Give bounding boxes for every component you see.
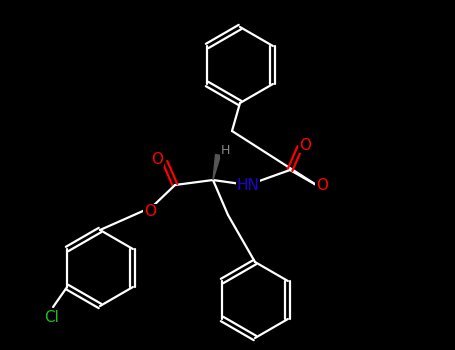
Text: H: H [220, 145, 230, 158]
Text: Cl: Cl [44, 309, 59, 324]
Text: O: O [144, 204, 156, 219]
Text: HN: HN [237, 177, 259, 192]
Polygon shape [213, 154, 221, 180]
Text: O: O [151, 152, 163, 167]
Text: O: O [299, 138, 311, 153]
Text: O: O [316, 178, 328, 194]
